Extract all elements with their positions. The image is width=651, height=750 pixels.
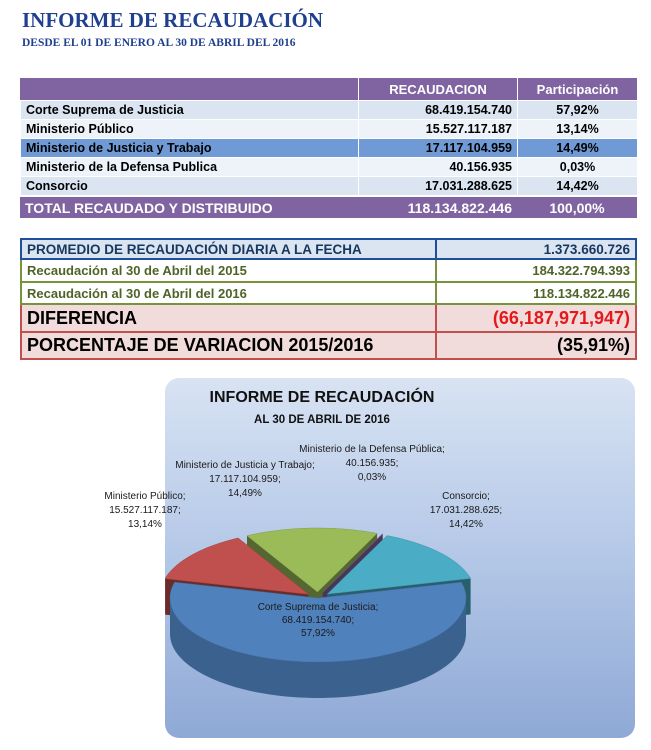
row-amount: 40.156.935 <box>358 157 517 176</box>
summary-value: 118.134.822.446 <box>437 283 637 305</box>
slice-side <box>170 598 466 698</box>
slice-label: Ministerio Público; 15.527.117.187; 13,14% <box>104 491 185 530</box>
row-label: Ministerio de la Defensa Publica <box>20 157 358 176</box>
summary-label: DIFERENCIA <box>20 305 437 333</box>
row-label: Ministerio Público <box>20 119 358 138</box>
separator: ; <box>278 474 281 485</box>
row-share: 14,49% <box>517 138 637 157</box>
category-name: Ministerio de la Defensa Pública <box>299 444 442 455</box>
row-amount: 15.527.117.187 <box>358 119 517 138</box>
column-header: RECAUDACION <box>358 78 517 100</box>
amount-label: 15.527.117.187 <box>109 505 178 516</box>
summary-value: (35,91%) <box>437 333 637 360</box>
row-share: 0,03% <box>517 157 637 176</box>
amount-label: 68.419.154.740 <box>282 615 352 626</box>
summary-value: 184.322.794.393 <box>437 260 637 283</box>
total-amount: 118.134.822.446 <box>358 196 517 218</box>
separator: ; <box>396 458 399 469</box>
row-amount: 68.419.154.740 <box>358 100 517 119</box>
row-share: 13,14% <box>517 119 637 138</box>
summary-label: Recaudación al 30 de Abril del 2015 <box>20 260 437 283</box>
row-label: Ministerio de Justicia y Trabajo <box>20 138 358 157</box>
slice-label: Consorcio; 17.031.288.625; 14,42% <box>430 491 502 530</box>
separator: ; <box>487 491 490 502</box>
pie-slice <box>164 537 310 595</box>
percent-label: 57,92% <box>301 628 335 639</box>
summary-value: (66,187,971,947) <box>437 305 637 333</box>
slice-label: Ministerio de la Defensa Pública; 40.156.… <box>299 444 445 483</box>
slice-label: Corte Suprema de Justicia; 68.419.154.740… <box>258 602 379 639</box>
category-name: Corte Suprema de Justicia <box>258 602 376 613</box>
percent-label: 14,42% <box>449 519 483 530</box>
chart-title: INFORME DE RECAUDACIÓN <box>210 387 435 406</box>
pie-slice <box>246 527 378 593</box>
row-label: Corte Suprema de Justicia <box>20 100 358 119</box>
summary-label: PORCENTAJE DE VARIACION 2015/2016 <box>20 333 437 360</box>
pie-slice <box>326 535 472 595</box>
total-share: 100,00% <box>517 196 637 218</box>
separator: ; <box>442 444 445 455</box>
category-name: Ministerio de Justicia y Trabajo <box>175 460 312 471</box>
row-share: 14,42% <box>517 176 637 195</box>
amount-label: 17.117.104.959 <box>209 474 278 485</box>
row-share: 57,92% <box>517 100 637 119</box>
percent-label: 0,03% <box>358 472 386 483</box>
separator: ; <box>178 505 181 516</box>
summary-label: Recaudación al 30 de Abril del 2016 <box>20 283 437 305</box>
title: INFORME DE RECAUDACIÓN <box>22 8 324 32</box>
header-blank <box>20 78 358 100</box>
summary-label: PROMEDIO DE RECAUDACIÓN DIARIA A LA FECH… <box>20 238 437 260</box>
amount-label: 40.156.935 <box>346 458 396 469</box>
percent-label: 13,14% <box>128 519 162 530</box>
separator: ; <box>376 602 379 613</box>
chart-subtitle: AL 30 DE ABRIL DE 2016 <box>254 414 390 426</box>
pie-slice <box>169 581 467 663</box>
percent-label: 14,49% <box>228 488 262 499</box>
separator: ; <box>183 491 186 502</box>
row-amount: 17.031.288.625 <box>358 176 517 195</box>
separator: ; <box>351 615 354 626</box>
row-amount: 17.117.104.959 <box>358 138 517 157</box>
category-name: Consorcio <box>442 491 487 502</box>
subtitle: DESDE EL 01 DE ENERO AL 30 DE ABRIL DEL … <box>22 37 296 49</box>
separator: ; <box>499 505 502 516</box>
row-label: Consorcio <box>20 176 358 195</box>
amount-label: 17.031.288.625 <box>430 505 500 516</box>
summary-value: 1.373.660.726 <box>437 238 637 260</box>
category-name: Ministerio Público <box>104 491 183 502</box>
total-label: TOTAL RECAUDADO Y DISTRIBUIDO <box>20 196 358 218</box>
separator: ; <box>312 460 315 471</box>
pie-slice <box>322 533 384 593</box>
slice-label: Ministerio de Justicia y Trabajo; 17.117.… <box>175 460 315 499</box>
column-header: Participación <box>517 78 637 100</box>
